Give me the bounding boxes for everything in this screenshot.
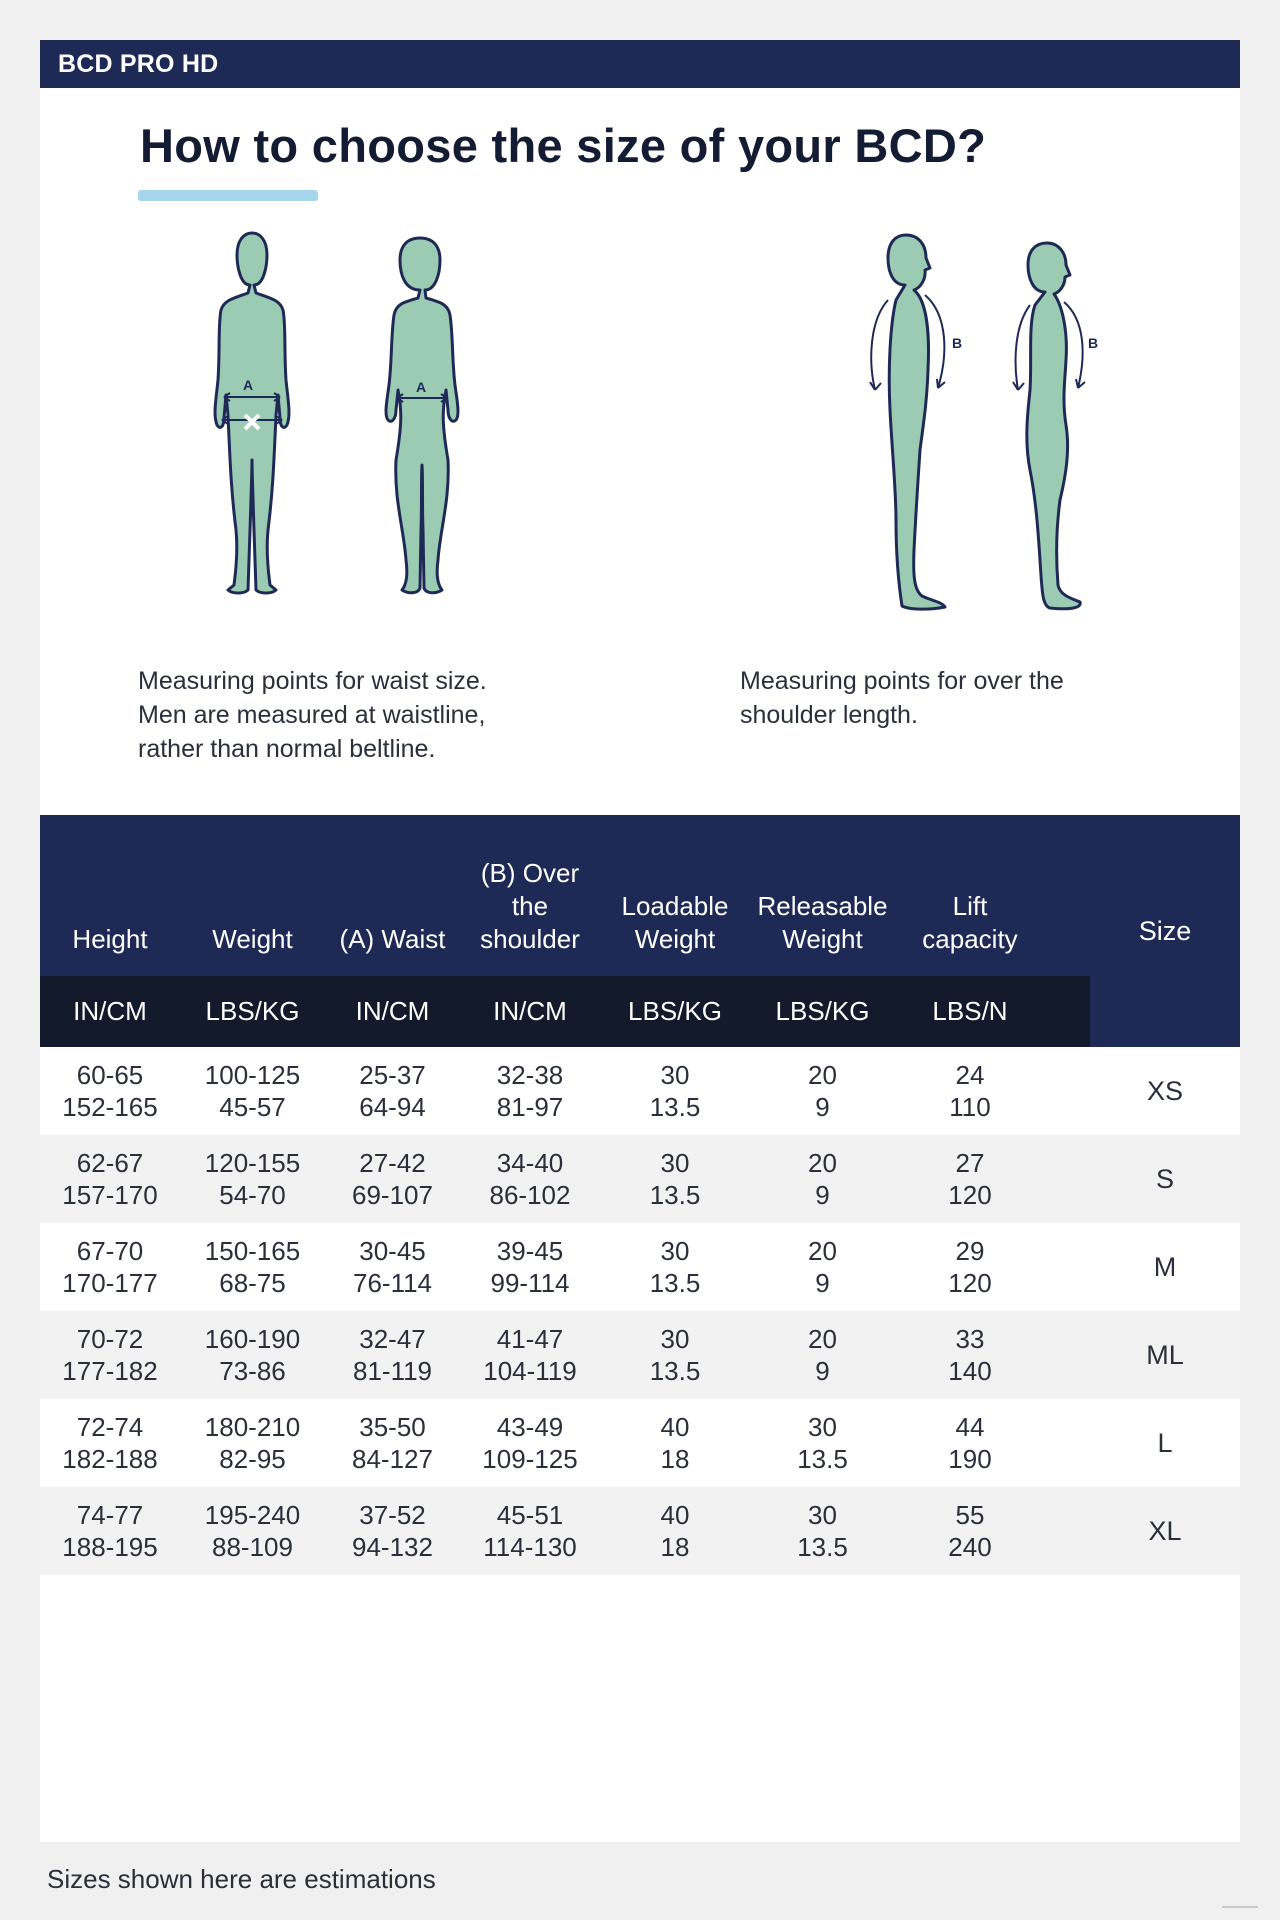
table-cell: 30 13.5 [797,1500,848,1562]
table-cell: 30 13.5 [649,1148,701,1210]
table-cell: 39-45 99-114 [490,1236,570,1298]
table-cell: 45-51 114-130 [483,1500,577,1562]
table-cell: 180-210 82-95 [204,1412,301,1474]
column-header: Weight [212,924,293,954]
man-waist-cross-icon [243,413,261,431]
table-cell: 37-52 94-132 [352,1500,433,1562]
table-cell: 25-37 64-94 [359,1060,426,1122]
table-row: 74-77 188-195 195-240 88-109 37-52 94-132 45-5… [40,1487,1240,1575]
table-cell: 72-74 182-188 [62,1412,158,1474]
man-waist-arrow [223,392,281,402]
column-unit: LBS/KG [775,996,870,1026]
table-cell: 67-70 170-177 [62,1236,158,1298]
page-title: How to choose the size of your BCD? [140,119,987,172]
woman-marker-b: B [1088,335,1098,351]
table-cell: 27-42 69-107 [352,1148,433,1210]
units-bar [40,976,1090,1047]
column-unit: LBS/N [932,996,1008,1026]
man-figure [213,231,291,595]
table-row: 60-65 152-165 100-125 45-57 25-37 64-94 32-38 8… [40,1047,1240,1135]
woman-figure [384,236,460,595]
size-column-header: Size [1138,915,1192,946]
column-unit: IN/CM [493,996,567,1026]
estimation-footnote: Sizes shown here are estimations [47,1864,436,1894]
table-cell: 30 13.5 [649,1060,701,1122]
table-row: 62-67 157-170 120-155 54-70 27-42 69-107 34-40… [40,1135,1240,1223]
table-cell: 20 9 [808,1236,837,1298]
table-cell: 34-40 86-102 [489,1148,571,1210]
table-cell: 20 9 [808,1060,837,1122]
table-row: 70-72 177-182 160-190 73-86 32-47 81-119 41-47… [40,1311,1240,1399]
table-cell: 30 13.5 [797,1412,848,1474]
size-label: ML [1146,1340,1184,1370]
shoulder-measurement-illustration: B B [869,233,1098,611]
column-header: Releasable Weight [757,891,888,954]
table-cell: 30 13.5 [649,1324,701,1386]
table-row: 72-74 182-188 180-210 82-95 35-50 84-127 43-49… [40,1399,1240,1487]
table-cell: 41-47 104-119 [483,1324,577,1386]
table-cell: 35-50 84-127 [352,1412,433,1474]
column-unit: IN/CM [355,996,430,1026]
title-underline [138,190,318,201]
woman-side-figure [1025,241,1082,611]
woman-shoulder-front-arrow [1063,301,1086,389]
table-cell: 27 120 [948,1148,992,1210]
size-label: M [1153,1252,1177,1282]
column-unit: IN/CM [73,996,147,1026]
table-cell: 30-45 76-114 [352,1236,433,1298]
table-cell: 60-65 152-165 [62,1060,158,1122]
table-cell: 55 240 [948,1500,992,1562]
size-label: XL [1148,1516,1182,1546]
man-shoulder-back-arrow [869,299,889,391]
watermark-stamp [1222,1906,1258,1908]
man-marker-b: B [952,335,962,351]
size-label: XS [1146,1076,1184,1106]
table-cell: 30 13.5 [649,1236,701,1298]
man-marker-a: A [243,377,253,393]
table-cell: 100-125 45-57 [204,1060,301,1122]
table-cell: 20 9 [808,1324,837,1386]
product-header: BCD PRO HD [40,40,1240,88]
column-unit: LBS/KG [628,996,722,1026]
table-cell: 74-77 188-195 [62,1500,158,1562]
woman-waist-arrow [396,393,448,403]
table-cell: 120-155 54-70 [204,1148,301,1210]
table-cell: 20 9 [808,1148,837,1210]
table-cell: 40 18 [660,1500,690,1562]
woman-marker-a: A [416,379,426,395]
column-unit: LBS/KG [205,996,300,1026]
table-cell: 40 18 [660,1412,690,1474]
column-header: (B) Over the shoulder [480,858,580,954]
size-guide-card: BCD PRO HD How to choose the size of you… [40,40,1258,1908]
table-row: 67-70 170-177 150-165 68-75 30-45 76-114 39-45… [40,1223,1240,1311]
waist-caption: Measuring points for waist size. Men are… [138,667,487,763]
woman-shoulder-back-arrow [1012,304,1031,391]
table-cell: 44 190 [948,1412,992,1474]
table-cell: 150-165 68-75 [204,1236,301,1298]
table-cell: 32-38 81-97 [496,1060,564,1122]
man-shoulder-front-arrow [924,294,946,389]
column-header: Lift capacity [922,891,1018,954]
table-cell: 62-67 157-170 [62,1148,158,1210]
shoulder-caption: Measuring points for over the shoulder l… [740,667,1064,729]
table-cell: 160-190 73-86 [204,1324,301,1386]
man-side-figure [886,233,947,611]
table-cell: 43-49 109-125 [482,1412,578,1474]
column-header: Height [72,924,148,954]
table-cell: 195-240 88-109 [204,1500,301,1562]
column-header: Loadable Weight [621,891,729,954]
table-cell: 29 120 [948,1236,992,1298]
table-cell: 32-47 81-119 [352,1324,433,1386]
column-header: (A) Waist [339,924,446,954]
size-label: S [1155,1164,1174,1194]
waist-measurement-illustration: A A [213,231,460,595]
table-cell: 33 140 [948,1324,992,1386]
table-cell: 70-72 177-182 [62,1324,158,1386]
size-label: L [1157,1428,1173,1458]
table-cell: 24 110 [949,1060,991,1122]
